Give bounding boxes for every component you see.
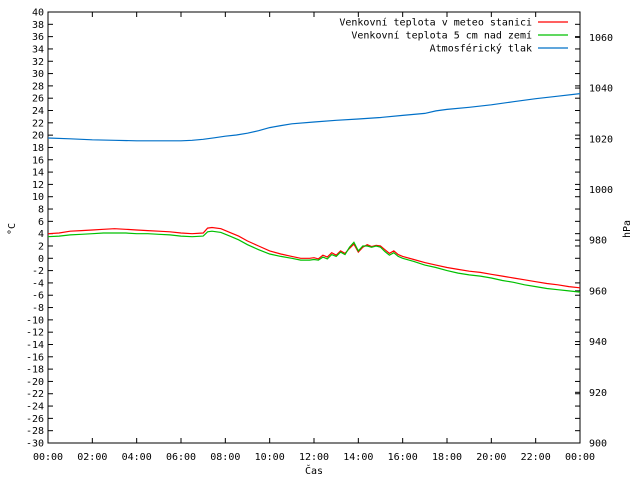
y2-tick-label: 1020	[589, 134, 613, 145]
y-tick-label: -6	[32, 291, 44, 302]
y-tick-label: 32	[32, 57, 44, 68]
legend-entry-label: Venkovní teplota v meteo stanici	[339, 17, 532, 29]
x-tick-label: 10:00	[255, 452, 285, 463]
y-tick-label: -22	[26, 389, 44, 400]
y-tick-label: -12	[26, 328, 44, 339]
y2-tick-label: 1000	[589, 185, 613, 196]
y-tick-label: -30	[26, 439, 44, 450]
series-layer	[47, 93, 581, 293]
y-tick-label: 0	[38, 254, 44, 265]
y2-axis-label: hPa	[622, 220, 633, 238]
y2-tick-label: 900	[589, 439, 607, 450]
y-tick-label: 26	[32, 94, 44, 105]
y-tick-label: 28	[32, 81, 44, 92]
x-tick-label: 04:00	[122, 452, 152, 463]
y-tick-label: 16	[32, 155, 44, 166]
x-tick-label: 02:00	[77, 452, 107, 463]
plot-frame	[47, 11, 581, 444]
y-tick-label: -8	[32, 303, 44, 314]
y-tick-label: -20	[26, 377, 44, 388]
y2-tick-label: 980	[589, 236, 607, 247]
y-tick-label: 6	[38, 217, 44, 228]
y-tick-label: -28	[26, 426, 44, 437]
series-line-3	[47, 93, 581, 142]
y-tick-label: 10	[32, 192, 44, 203]
y-axis-label: °C	[7, 223, 18, 235]
y-tick-label: 8	[38, 205, 44, 216]
y2-tick-label: 940	[589, 337, 607, 348]
y2-tick-label: 1060	[589, 33, 613, 44]
y-tick-label: 38	[32, 20, 44, 31]
legend-entry-label: Atmosférický tlak	[430, 43, 532, 55]
y-tick-label: 22	[32, 118, 44, 129]
x-axis-label: Čas	[305, 464, 323, 477]
series-line-1	[47, 226, 581, 289]
x-tick-label: 06:00	[166, 452, 196, 463]
legend: Venkovní teplota v meteo staniciVenkovní…	[339, 17, 568, 55]
y-tick-label: 24	[32, 106, 44, 117]
y2-tick-label: 960	[589, 286, 607, 297]
x-tick-label: 12:00	[299, 452, 329, 463]
y-tick-label: -26	[26, 414, 44, 425]
y-tick-label: 36	[32, 32, 44, 43]
y-tick-label: 40	[32, 8, 44, 19]
y-tick-label: 2	[38, 241, 44, 252]
x-tick-label: 14:00	[343, 452, 373, 463]
y2-tick-label: 920	[589, 388, 607, 399]
series-line-2	[47, 230, 581, 293]
y-axis-right: 1060 1040 1020 1000 980 960 940 920 900	[575, 33, 613, 450]
x-tick-label: 00:00	[565, 452, 595, 463]
y-tick-label: -14	[26, 340, 44, 351]
y-tick-label: -18	[26, 365, 44, 376]
y-tick-label: 20	[32, 131, 44, 142]
y-axis-left: 4038363432302826242220181614121086420-2-…	[26, 8, 580, 450]
y2-tick-label: 1040	[589, 84, 613, 95]
y-tick-label: -2	[32, 266, 44, 277]
x-tick-label: 22:00	[521, 452, 551, 463]
y-tick-label: 14	[32, 168, 44, 179]
x-tick-label: 16:00	[388, 452, 418, 463]
x-tick-label: 00:00	[33, 452, 63, 463]
x-tick-label: 18:00	[432, 452, 462, 463]
y-tick-label: 4	[38, 229, 44, 240]
legend-entry-label: Venkovní teplota 5 cm nad zemí	[351, 30, 532, 42]
x-tick-label: 20:00	[476, 452, 506, 463]
y-tick-label: 18	[32, 143, 44, 154]
y-tick-label: -16	[26, 352, 44, 363]
y-tick-label: -24	[26, 402, 44, 413]
y-tick-label: 34	[32, 44, 44, 55]
y-tick-label: 30	[32, 69, 44, 80]
y-tick-label: -4	[32, 278, 44, 289]
x-axis: 00:00 02:00 04:00 06:00 08:00 10:00 12:00 14:00…	[33, 12, 595, 463]
y-tick-label: 12	[32, 180, 44, 191]
x-tick-label: 08:00	[210, 452, 240, 463]
y-tick-label: -10	[26, 315, 44, 326]
